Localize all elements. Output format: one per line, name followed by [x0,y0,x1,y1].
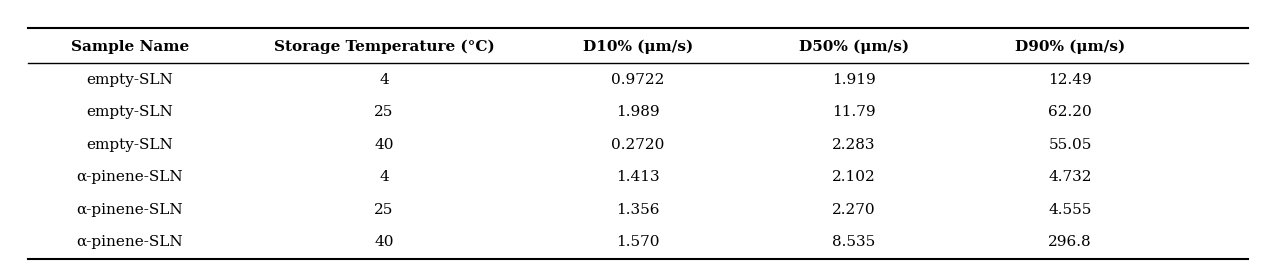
Text: 0.9722: 0.9722 [611,73,665,87]
Text: D50% (μm/s): D50% (μm/s) [799,40,909,54]
Text: 1.989: 1.989 [616,105,660,119]
Text: 40: 40 [374,138,394,152]
Text: empty-SLN: empty-SLN [87,138,174,152]
Text: 4.732: 4.732 [1048,170,1092,184]
Text: 0.2720: 0.2720 [611,138,665,152]
Text: 25: 25 [374,105,393,119]
Text: 2.270: 2.270 [832,203,875,217]
Text: empty-SLN: empty-SLN [87,105,174,119]
Text: 2.283: 2.283 [832,138,875,152]
Text: 40: 40 [374,235,394,250]
Text: 2.102: 2.102 [832,170,875,184]
Text: 8.535: 8.535 [832,235,875,250]
Text: 11.79: 11.79 [832,105,875,119]
Text: 4.555: 4.555 [1049,203,1092,217]
Text: α-pinene-SLN: α-pinene-SLN [77,203,184,217]
Text: 62.20: 62.20 [1048,105,1092,119]
Text: 25: 25 [374,203,393,217]
Text: empty-SLN: empty-SLN [87,73,174,87]
Text: 12.49: 12.49 [1048,73,1092,87]
Text: D90% (μm/s): D90% (μm/s) [1014,40,1125,54]
Text: 4: 4 [379,73,389,87]
Text: 55.05: 55.05 [1049,138,1092,152]
Text: 1.356: 1.356 [616,203,660,217]
Text: 296.8: 296.8 [1048,235,1092,250]
Text: 4: 4 [379,170,389,184]
Text: Storage Temperature (°C): Storage Temperature (°C) [273,40,494,54]
Text: D10% (μm/s): D10% (μm/s) [583,40,693,54]
Text: 1.413: 1.413 [616,170,660,184]
Text: 1.919: 1.919 [832,73,875,87]
Text: α-pinene-SLN: α-pinene-SLN [77,170,184,184]
Text: 1.570: 1.570 [616,235,660,250]
Text: α-pinene-SLN: α-pinene-SLN [77,235,184,250]
Text: Sample Name: Sample Name [70,40,189,54]
